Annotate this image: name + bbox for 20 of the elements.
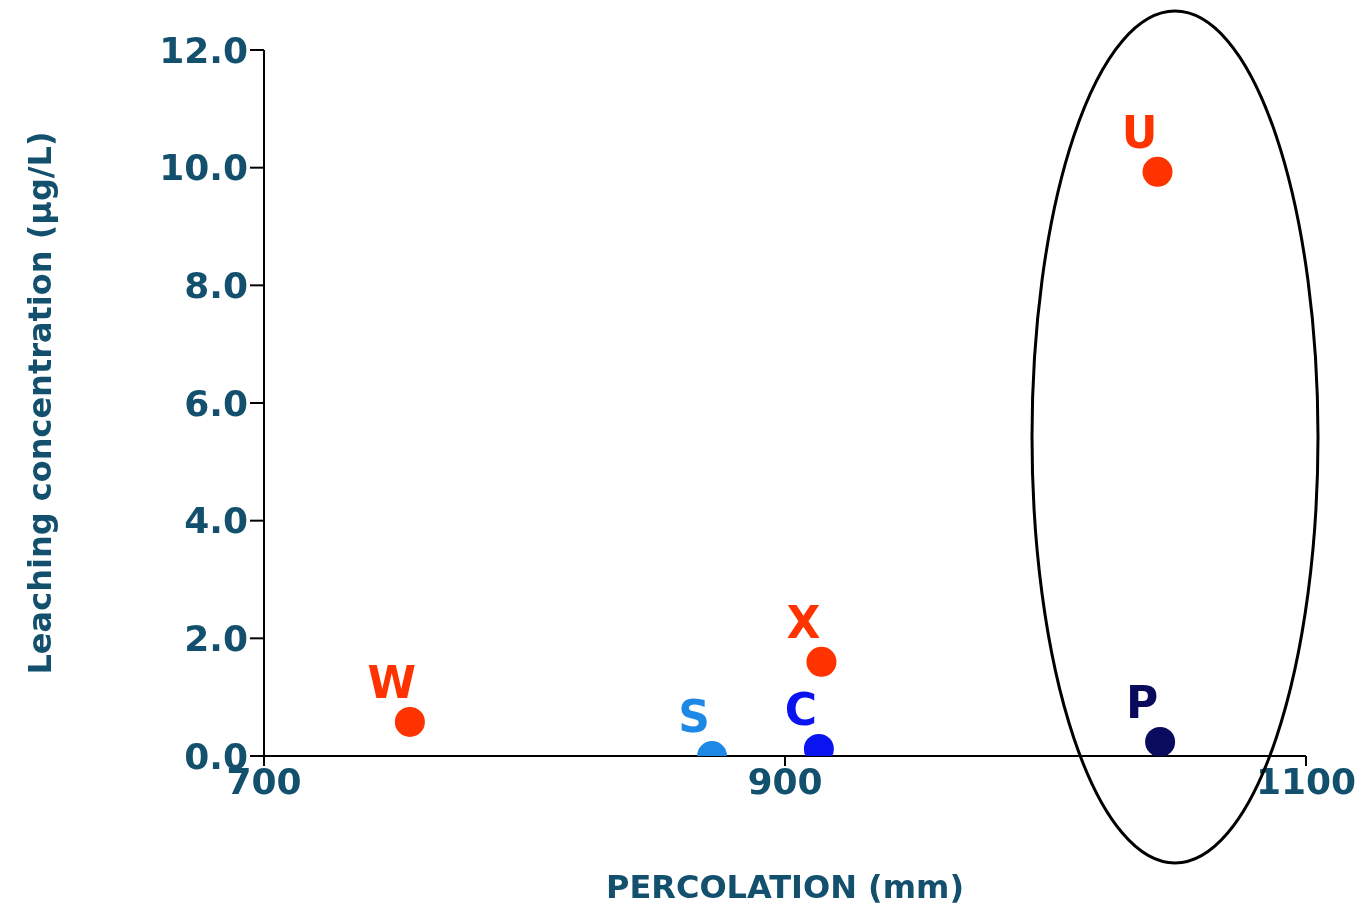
x-tick-label: 1100: [1255, 760, 1357, 802]
y-tick-label: 10.0: [159, 147, 248, 189]
point: [1145, 726, 1176, 756]
series-label: W: [367, 656, 417, 708]
x-axis-title: PERCOLATION (mm): [605, 868, 965, 906]
y-tick-label: 12.0: [159, 29, 248, 71]
y-tick-label: 4.0: [184, 500, 248, 542]
series-label: P: [1125, 676, 1159, 728]
y-tick-label: 6.0: [184, 382, 248, 424]
series-label: C: [784, 683, 818, 735]
point: [394, 706, 425, 737]
x-tick-label: 900: [747, 760, 823, 802]
point: [806, 646, 837, 677]
point: [1142, 156, 1173, 187]
y-tick-label: 2.0: [184, 618, 248, 660]
y-tick-label: 8.0: [184, 265, 248, 307]
series-label: U: [1121, 106, 1158, 158]
y-axis-title: Leaching concentration (µg/L): [21, 131, 59, 675]
series-label: X: [786, 596, 821, 648]
series-label: S: [678, 691, 710, 742]
